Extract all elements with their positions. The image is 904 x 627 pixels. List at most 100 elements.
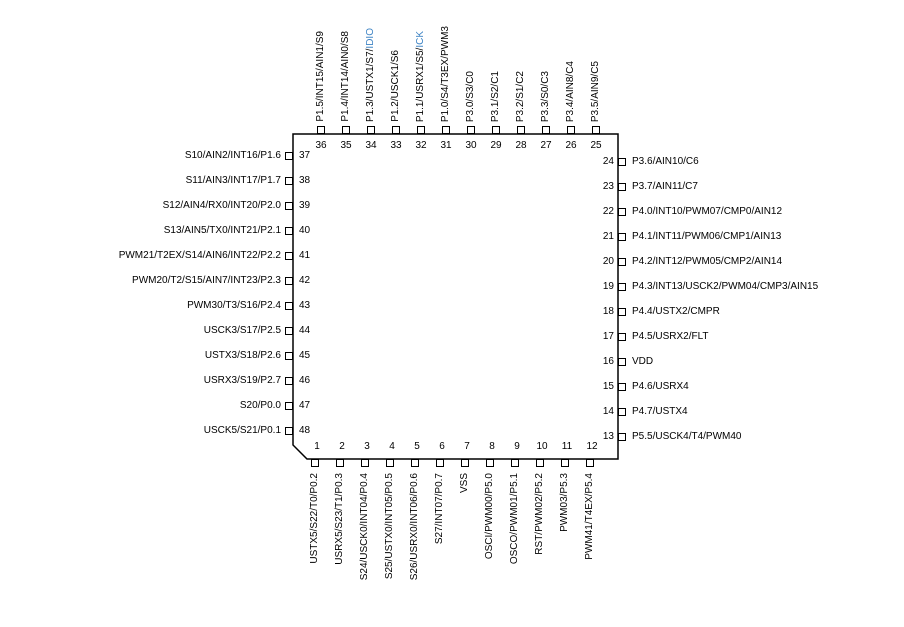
pin-number: 1 xyxy=(309,441,325,452)
pin-pad xyxy=(618,208,626,216)
pin-label: P1.5/INT15/AIN1/S9 xyxy=(315,31,326,122)
pin-number: 35 xyxy=(338,140,354,151)
pin-pad xyxy=(618,283,626,291)
pin-label: S24/USCK0/INT04/P0.4 xyxy=(359,473,370,580)
pin-number: 33 xyxy=(388,140,404,151)
pin-number: 20 xyxy=(596,256,614,267)
pin-pad xyxy=(285,377,293,385)
pin-pad xyxy=(467,126,475,134)
pin-label: P1.3/USTX1/S7/IDIO xyxy=(365,28,376,122)
pin-pad xyxy=(392,126,400,134)
pin-pad xyxy=(285,202,293,210)
pin-number: 9 xyxy=(509,441,525,452)
pin-label: PWM21/T2EX/S14/AIN6/INT22/P2.2 xyxy=(119,250,281,261)
pin-pad xyxy=(461,459,469,467)
pin-pad xyxy=(285,352,293,360)
pin-number: 38 xyxy=(299,175,317,186)
pin-label: S27/INT07/P0.7 xyxy=(434,473,445,544)
pin-number: 26 xyxy=(563,140,579,151)
pin-label: P4.2/INT12/PWM05/CMP2/AIN14 xyxy=(632,256,782,267)
pin-label: P3.1/S2/C1 xyxy=(490,71,501,122)
pin-pad xyxy=(542,126,550,134)
pin-pad xyxy=(386,459,394,467)
pin-pad xyxy=(311,459,319,467)
pin-number: 45 xyxy=(299,350,317,361)
pin-label: P1.4/INT14/AIN0/S8 xyxy=(340,31,351,122)
pin-number: 10 xyxy=(534,441,550,452)
pin-pad xyxy=(285,227,293,235)
pin-number: 16 xyxy=(596,356,614,367)
pin-label: P1.1/USRX1/S5/ICK xyxy=(415,31,426,122)
pin-pad xyxy=(567,126,575,134)
pin-pad xyxy=(536,459,544,467)
pin-pad xyxy=(561,459,569,467)
pin-pad xyxy=(436,459,444,467)
pin-label: OSCI/PWM00/P5.0 xyxy=(484,473,495,559)
pin-pad xyxy=(618,433,626,441)
pin-label: P3.2/S1/C2 xyxy=(515,71,526,122)
pin-number: 13 xyxy=(596,431,614,442)
pin-number: 46 xyxy=(299,375,317,386)
pin-number: 6 xyxy=(434,441,450,452)
pin-label: P4.4/USTX2/CMPR xyxy=(632,306,720,317)
pin-label: S26/USRX0/INT06/P0.6 xyxy=(409,473,420,580)
pin-label: VSS xyxy=(459,473,470,493)
pin-number: 37 xyxy=(299,150,317,161)
pin-number: 2 xyxy=(334,441,350,452)
pin-label: P1.0/S4/T3EX/PWM3 xyxy=(440,26,451,122)
pin-number: 42 xyxy=(299,275,317,286)
pin-label: P3.0/S3/C0 xyxy=(465,71,476,122)
pin-number: 21 xyxy=(596,231,614,242)
pin-number: 31 xyxy=(438,140,454,151)
pin-number: 12 xyxy=(584,441,600,452)
pin-number: 5 xyxy=(409,441,425,452)
pin-number: 30 xyxy=(463,140,479,151)
pin-pad xyxy=(618,308,626,316)
pin-pad xyxy=(285,327,293,335)
pin-number: 28 xyxy=(513,140,529,151)
pin-pad xyxy=(517,126,525,134)
pin-pad xyxy=(618,233,626,241)
pin-pad xyxy=(417,126,425,134)
pin-number: 7 xyxy=(459,441,475,452)
pin-number: 24 xyxy=(596,156,614,167)
pin-number: 29 xyxy=(488,140,504,151)
pin-label: P4.5/USRX2/FLT xyxy=(632,331,709,342)
pin-pad xyxy=(592,126,600,134)
pin-pad xyxy=(285,177,293,185)
pin-label: S13/AIN5/TX0/INT21/P2.1 xyxy=(164,225,281,236)
pin-label: P4.3/INT13/USCK2/PWM04/CMP3/AIN15 xyxy=(632,281,818,292)
pin-label: S10/AIN2/INT16/P1.6 xyxy=(185,150,281,161)
pin-pad xyxy=(618,358,626,366)
pin-pad xyxy=(285,152,293,160)
pin-pad xyxy=(618,408,626,416)
pin-pad xyxy=(511,459,519,467)
chip-outline xyxy=(0,0,904,627)
pin-pad xyxy=(492,126,500,134)
pin-label: USCK3/S17/P2.5 xyxy=(204,325,281,336)
pin-pad xyxy=(285,402,293,410)
pin-pad xyxy=(618,383,626,391)
pin-label: P4.6/USRX4 xyxy=(632,381,689,392)
pin-label: S12/AIN4/RX0/INT20/P2.0 xyxy=(163,200,281,211)
pin-pad xyxy=(411,459,419,467)
pin-number: 11 xyxy=(559,441,575,452)
pin-pad xyxy=(442,126,450,134)
pin-number: 14 xyxy=(596,406,614,417)
pin-label: PWM20/T2/S15/AIN7/INT23/P2.3 xyxy=(132,275,281,286)
pin-label: USRX5/S23/T1/P0.3 xyxy=(334,473,345,565)
pin-number: 22 xyxy=(596,206,614,217)
pin-label: USTX3/S18/P2.6 xyxy=(205,350,281,361)
pin-number: 27 xyxy=(538,140,554,151)
pin-number: 41 xyxy=(299,250,317,261)
pin-number: 44 xyxy=(299,325,317,336)
pin-label: PWM41/T4EX/P5.4 xyxy=(584,473,595,560)
pin-label: RST/PWM02/P5.2 xyxy=(534,473,545,555)
pin-pad xyxy=(285,302,293,310)
pin-pad xyxy=(486,459,494,467)
pin-number: 8 xyxy=(484,441,500,452)
pin-label: USRX3/S19/P2.7 xyxy=(204,375,281,386)
pin-pad xyxy=(618,183,626,191)
pin-pad xyxy=(586,459,594,467)
pin-label: P3.5/AIN9/C5 xyxy=(590,61,601,122)
